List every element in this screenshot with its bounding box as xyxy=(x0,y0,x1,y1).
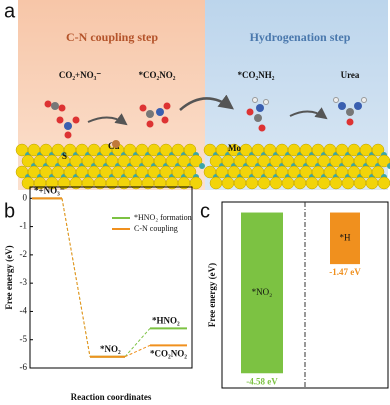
atom xyxy=(293,176,307,190)
y-tick-label: -3 xyxy=(20,277,28,287)
atom xyxy=(209,176,223,190)
arrow xyxy=(87,113,128,126)
y-tick-label: -6 xyxy=(20,362,28,372)
slab xyxy=(15,143,390,190)
y-tick-label: -2 xyxy=(20,249,28,259)
atom xyxy=(371,143,385,157)
value-label: -1.47 eV xyxy=(329,267,361,277)
atom xyxy=(189,176,203,190)
atom-label: S xyxy=(62,151,67,161)
atom xyxy=(353,176,367,190)
y-tick-label: -1 xyxy=(20,221,28,231)
bar-label: *NO₂ xyxy=(252,287,273,297)
atom xyxy=(281,176,295,190)
atom xyxy=(329,176,343,190)
atom xyxy=(183,143,197,157)
panel-label: a xyxy=(4,0,16,22)
panel-label: c xyxy=(200,200,210,222)
step-title: Hydrogenation step xyxy=(250,30,351,44)
atom xyxy=(387,163,390,169)
panel-label: b xyxy=(4,200,15,222)
plot-frame xyxy=(29,186,193,369)
atom-label: Mo xyxy=(228,143,241,153)
y-axis-label: Free energy (eV) xyxy=(207,263,217,327)
level-label: *NO₂ xyxy=(100,344,121,354)
atom xyxy=(377,176,390,190)
atom xyxy=(183,165,197,179)
atom xyxy=(365,176,379,190)
molecules xyxy=(44,97,367,139)
bar xyxy=(330,212,360,265)
atom xyxy=(189,154,203,168)
connector xyxy=(124,328,151,358)
arrow xyxy=(179,94,235,111)
atom xyxy=(233,176,247,190)
y-tick-label: -5 xyxy=(20,334,28,344)
atom xyxy=(257,176,271,190)
species-label: *CO₂NH₂ xyxy=(238,70,275,80)
value-label: -4.58 eV xyxy=(246,376,278,386)
atom xyxy=(341,176,355,190)
step-title: C-N coupling step xyxy=(66,30,158,44)
legend-label: *HNO₂ formation xyxy=(134,213,192,222)
arrow xyxy=(289,107,328,120)
connector xyxy=(61,198,91,357)
atom xyxy=(199,163,205,169)
species-label: CO₂+NO₃⁻ xyxy=(59,70,102,80)
atom xyxy=(377,154,390,168)
y-tick-label: -4 xyxy=(20,306,28,316)
species-label: Urea xyxy=(341,70,360,80)
atom xyxy=(245,176,259,190)
level-label: *HNO₂ xyxy=(152,315,180,325)
atom xyxy=(269,176,283,190)
atom xyxy=(317,176,331,190)
connector xyxy=(124,344,151,358)
legend-label: C-N coupling xyxy=(134,224,178,233)
species-label: *CO₂NO₂ xyxy=(139,70,176,80)
atom xyxy=(221,176,235,190)
level-label: *CO₂NO₂ xyxy=(150,348,187,358)
level-label: *+NO₃⁻ xyxy=(34,185,65,195)
y-axis-label: Free energy (eV) xyxy=(4,245,14,309)
bar-label: *H xyxy=(340,232,352,242)
x-axis-label: Reaction coordinates xyxy=(71,392,152,402)
y-tick-label: 0 xyxy=(23,192,28,202)
bar xyxy=(241,212,283,374)
atom xyxy=(112,140,120,148)
atom xyxy=(305,176,319,190)
atom xyxy=(371,165,385,179)
